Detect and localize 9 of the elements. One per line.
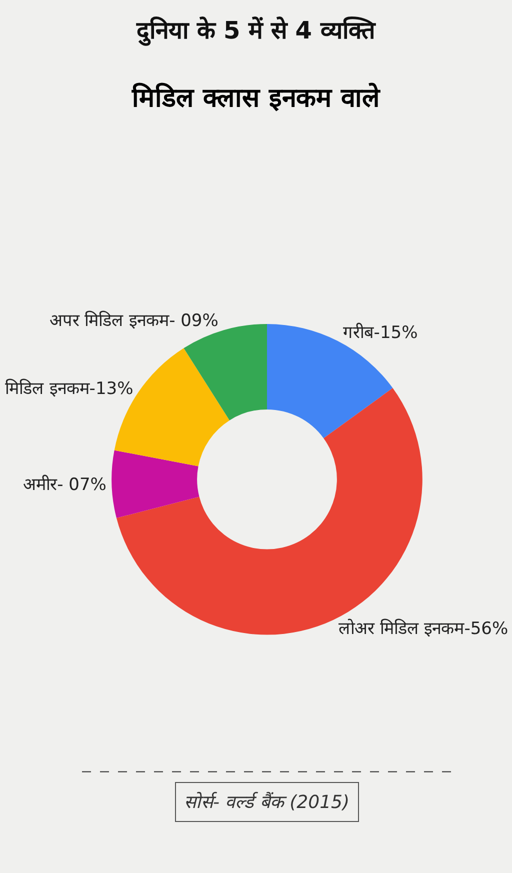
slice-label: गरीब-15% bbox=[342, 322, 418, 344]
slice-label: अपर मिडिल इनकम- 09% bbox=[49, 310, 218, 331]
slice-label: अमीर- 07% bbox=[23, 474, 106, 495]
slice-label: लोअर मिडिल इनकम-56% bbox=[338, 618, 508, 640]
chart-subtitle: मिडिल क्लास इनकम वाले bbox=[130, 82, 382, 114]
slice-label: मिडिल इनकम-13% bbox=[4, 378, 134, 400]
donut-slice bbox=[112, 450, 200, 518]
chart-title: दुनिया के 5 में से 4 व्यक्ति bbox=[136, 16, 376, 47]
text: सोर्स- वर्ल्ड बैंक (2015) bbox=[184, 791, 350, 813]
